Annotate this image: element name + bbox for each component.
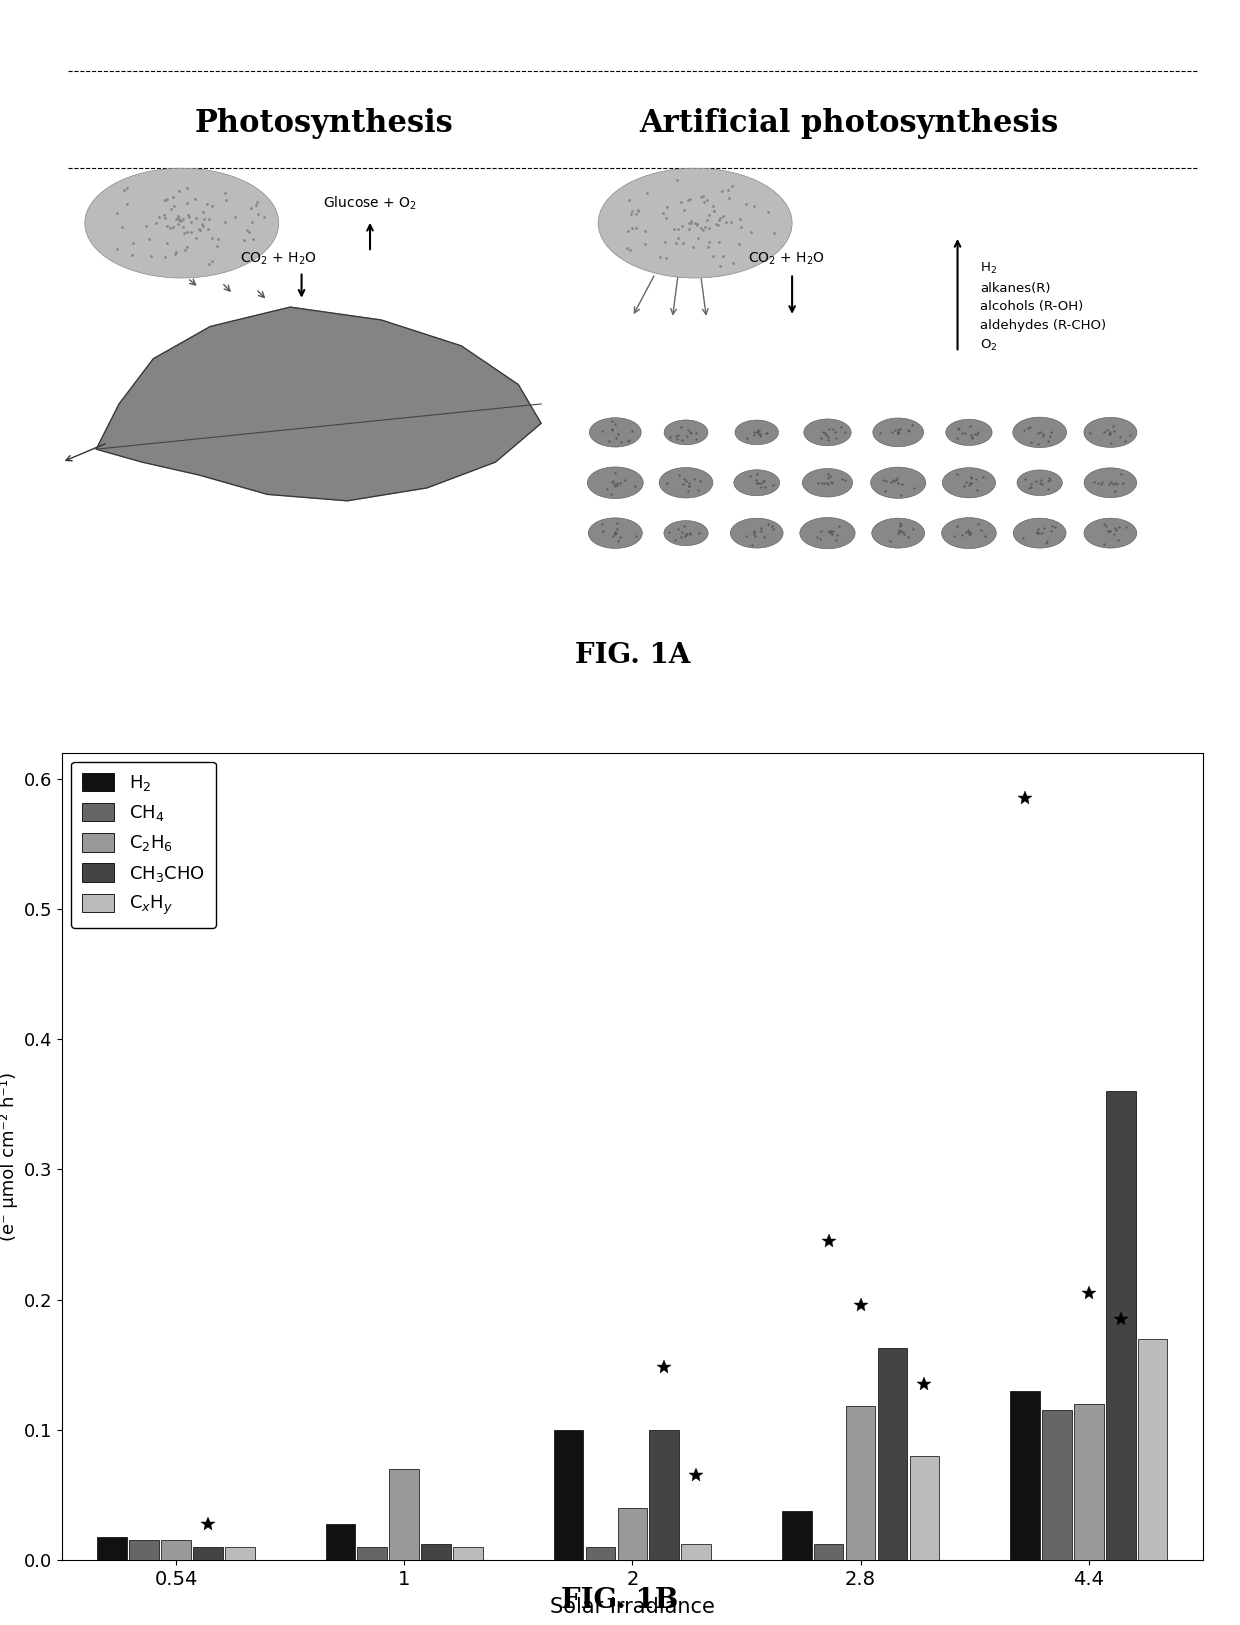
Bar xyxy=(161,1540,191,1560)
Text: FIG. 1B: FIG. 1B xyxy=(562,1588,678,1614)
Bar xyxy=(813,1544,843,1560)
Circle shape xyxy=(1084,468,1137,497)
Circle shape xyxy=(735,419,779,445)
Polygon shape xyxy=(97,307,541,500)
Circle shape xyxy=(1017,470,1063,496)
Circle shape xyxy=(946,419,992,445)
Bar xyxy=(326,1524,355,1560)
Circle shape xyxy=(588,518,642,548)
Circle shape xyxy=(589,418,641,447)
Circle shape xyxy=(84,169,279,278)
Bar xyxy=(650,1430,680,1560)
Legend: H$_2$, CH$_4$, C$_2$H$_6$, CH$_3$CHO, C$_x$H$_y$: H$_2$, CH$_4$, C$_2$H$_6$, CH$_3$CHO, C$… xyxy=(71,762,216,928)
Bar xyxy=(618,1508,647,1560)
Bar xyxy=(226,1547,254,1560)
Circle shape xyxy=(870,466,926,499)
Circle shape xyxy=(730,518,784,548)
Circle shape xyxy=(804,419,851,445)
Bar xyxy=(129,1540,159,1560)
Text: CO$_2$ + H$_2$O: CO$_2$ + H$_2$O xyxy=(241,250,317,266)
Bar xyxy=(554,1430,583,1560)
Bar xyxy=(1138,1339,1167,1560)
Circle shape xyxy=(734,470,780,496)
Bar xyxy=(846,1406,875,1560)
Bar xyxy=(357,1547,387,1560)
Bar xyxy=(422,1544,451,1560)
Circle shape xyxy=(1013,418,1066,447)
Text: Artificial photosynthesis: Artificial photosynthesis xyxy=(640,107,1059,138)
Circle shape xyxy=(800,517,856,549)
X-axis label: Solar Irradiance: Solar Irradiance xyxy=(551,1597,714,1617)
Bar xyxy=(1011,1391,1039,1560)
Bar xyxy=(389,1469,419,1560)
Text: H$_2$
alkanes(R)
alcohols (R-OH)
aldehydes (R-CHO)
O$_2$: H$_2$ alkanes(R) alcohols (R-OH) aldehyd… xyxy=(981,262,1106,353)
Text: Photosynthesis: Photosynthesis xyxy=(195,107,454,138)
Circle shape xyxy=(942,468,996,497)
Circle shape xyxy=(660,468,713,497)
Text: CO$_2$ + H$_2$O: CO$_2$ + H$_2$O xyxy=(748,250,825,266)
Circle shape xyxy=(802,468,853,497)
Circle shape xyxy=(598,169,792,278)
Circle shape xyxy=(1084,418,1137,447)
Bar xyxy=(782,1511,811,1560)
Bar xyxy=(98,1537,126,1560)
Bar xyxy=(1042,1410,1071,1560)
Text: Glucose + O$_2$: Glucose + O$_2$ xyxy=(322,195,417,213)
Bar xyxy=(454,1547,482,1560)
Circle shape xyxy=(665,419,708,445)
Bar xyxy=(1106,1092,1136,1560)
Circle shape xyxy=(1084,518,1137,548)
Bar xyxy=(682,1544,711,1560)
Y-axis label: Photocatalytic rate
(e⁻ μmol cm⁻² h⁻¹): Photocatalytic rate (e⁻ μmol cm⁻² h⁻¹) xyxy=(0,1071,19,1242)
Bar xyxy=(1074,1404,1104,1560)
Bar xyxy=(193,1547,223,1560)
Circle shape xyxy=(588,466,644,499)
Circle shape xyxy=(941,518,996,549)
Circle shape xyxy=(1013,518,1066,548)
Text: FIG. 1A: FIG. 1A xyxy=(574,642,691,669)
Circle shape xyxy=(663,520,708,546)
Bar xyxy=(585,1547,615,1560)
Bar xyxy=(878,1347,908,1560)
Circle shape xyxy=(872,518,925,548)
Circle shape xyxy=(873,418,924,447)
Bar xyxy=(910,1456,939,1560)
